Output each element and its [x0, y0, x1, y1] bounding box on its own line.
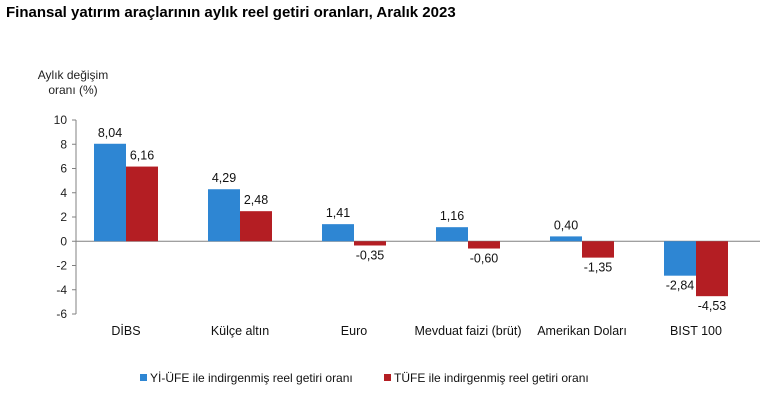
data-label: 8,04	[98, 126, 122, 140]
y-axis-label: Aylık değişim oranı (%)	[28, 68, 118, 98]
y-tick-label: 10	[54, 113, 68, 127]
y-axis-label-line-1: Aylık değişim	[37, 68, 109, 82]
category-label: Külçe altın	[211, 324, 269, 338]
bar-tufe	[240, 211, 272, 242]
y-tick-label: -6	[56, 307, 67, 321]
legend: Yİ-ÜFE ile indirgenmiş reel getiri oranı…	[140, 371, 589, 385]
bar-tufe	[126, 166, 158, 242]
legend-swatch-tufe	[384, 374, 391, 381]
bar-yiufe	[322, 224, 354, 242]
y-tick-label: -2	[56, 259, 67, 273]
legend-swatch-yiufe	[140, 374, 147, 381]
y-tick-label: 0	[60, 234, 67, 248]
bar-yiufe	[94, 143, 126, 242]
bar-tufe	[582, 241, 614, 258]
chart-title: Finansal yatırım araçlarının aylık reel …	[6, 4, 456, 21]
y-tick-label: 4	[60, 186, 67, 200]
y-tick-label: 6	[60, 162, 67, 176]
data-label: -0,60	[470, 252, 499, 266]
category-label: DİBS	[111, 324, 140, 338]
data-label: -0,35	[356, 248, 385, 262]
data-label: -1,35	[584, 261, 613, 275]
bar-tufe	[468, 241, 500, 249]
bar-tufe	[696, 241, 728, 297]
y-tick-label: -4	[56, 283, 67, 297]
category-label: Euro	[341, 324, 367, 338]
y-axis-label-line-2: oranı (%)	[48, 83, 98, 97]
y-tick-label: 8	[60, 137, 67, 151]
category-label: BIST 100	[670, 324, 722, 338]
bar-tufe	[354, 241, 386, 246]
data-label: -2,84	[666, 279, 695, 293]
bar-yiufe	[208, 189, 240, 242]
data-labels: 8,04 6,16 4,29 2,48 1,41 -0,35 1,16 -0,60 0,40 -1…	[98, 126, 726, 313]
bars	[94, 143, 728, 297]
bar-yiufe	[550, 236, 582, 242]
category-label: Mevduat faizi (brüt)	[415, 324, 522, 338]
data-label: 1,41	[326, 206, 350, 220]
category-label: Amerikan Doları	[537, 324, 627, 338]
data-label: 6,16	[130, 149, 154, 163]
data-label: 1,16	[440, 209, 464, 223]
legend-label-tufe: TÜFE ile indirgenmiş reel getiri oranı	[394, 371, 589, 385]
data-label: 0,40	[554, 218, 578, 232]
data-label: 2,48	[244, 193, 268, 207]
legend-label-yiufe: Yİ-ÜFE ile indirgenmiş reel getiri oranı	[150, 371, 353, 385]
data-label: -4,53	[698, 299, 727, 313]
bar-yiufe	[664, 241, 696, 276]
category-labels: DİBS Külçe altın Euro Mevduat faizi (brüt) A…	[111, 324, 722, 338]
bar-yiufe	[436, 227, 468, 242]
data-label: 4,29	[212, 171, 236, 185]
axes: 10 8 6 4 2 0 -2 -4 -6	[54, 113, 760, 321]
y-tick-label: 2	[60, 210, 67, 224]
